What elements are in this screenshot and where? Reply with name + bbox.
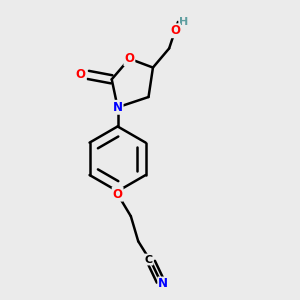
Text: O: O [112,188,123,201]
Text: N: N [158,278,168,290]
Text: O: O [170,24,180,37]
Text: N: N [112,101,123,114]
Text: H: H [179,17,188,27]
Text: O: O [76,68,86,81]
Text: C: C [145,254,153,265]
Text: O: O [124,52,134,65]
